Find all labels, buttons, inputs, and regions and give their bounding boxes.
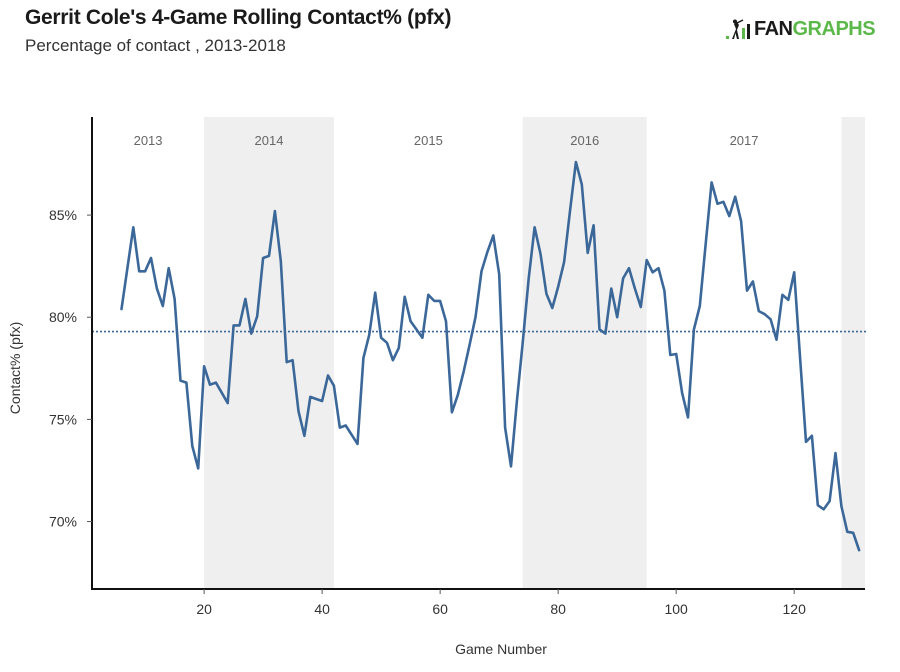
x-tick-label: 80 <box>550 601 566 617</box>
logo-text-fan: FAN <box>754 18 793 40</box>
x-axis-title: Game Number <box>455 641 547 657</box>
chart-title: Gerrit Cole's 4-Game Rolling Contact% (p… <box>25 6 452 29</box>
x-tick-label: 100 <box>664 601 688 617</box>
x-tick-label: 120 <box>783 601 807 617</box>
season-band-2016 <box>522 117 647 589</box>
x-tick-label: 40 <box>314 601 330 617</box>
logo-text-graphs: GRAPHS <box>792 18 876 40</box>
x-tick-label: 60 <box>432 601 448 617</box>
fangraphs-logo[interactable]: FAN GRAPHS <box>726 18 876 41</box>
batter-icon <box>726 18 752 41</box>
season-band-2014 <box>204 117 334 589</box>
x-tick-label: 20 <box>196 601 212 617</box>
season-label-2013: 2013 <box>134 133 163 148</box>
season-label-2014: 2014 <box>255 133 284 148</box>
y-axis-title: Contact% (pfx) <box>7 322 23 415</box>
series-group <box>120 160 861 552</box>
y-tick-label: 85% <box>49 207 77 223</box>
season-band-2018 <box>841 117 865 589</box>
series-line-contact-pct <box>120 160 861 552</box>
x-axis-ticks: 20 40 60 80 100 120 <box>196 589 806 617</box>
season-label-2017: 2017 <box>730 133 759 148</box>
axes <box>91 117 865 590</box>
season-label-2015: 2015 <box>414 133 443 148</box>
chart-subtitle: Percentage of contact , 2013-2018 <box>25 36 286 55</box>
season-bands <box>204 117 865 589</box>
y-axis-ticks: 70% 75% 80% 85% <box>49 207 92 530</box>
season-labels: 2013 2014 2015 2016 2017 <box>134 133 759 148</box>
y-tick-label: 75% <box>49 411 77 427</box>
y-tick-label: 80% <box>49 309 77 325</box>
season-label-2016: 2016 <box>570 133 599 148</box>
y-tick-label: 70% <box>49 514 77 530</box>
